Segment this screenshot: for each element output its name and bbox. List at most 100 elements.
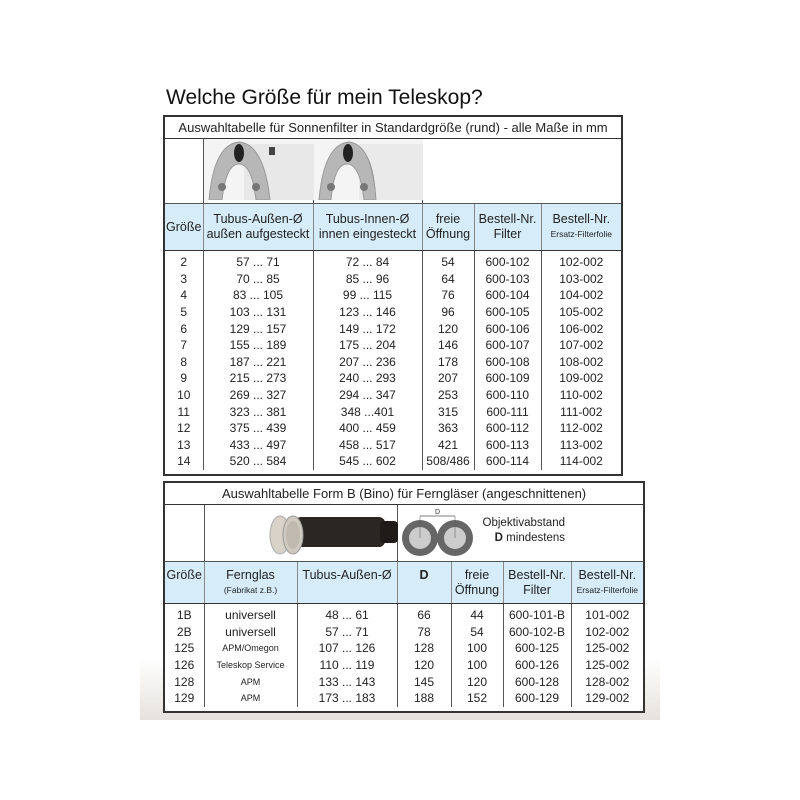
table-row: 1B universell 48 ... 61 66 44 600-101-B 101-00… — [164, 603, 644, 624]
table-cell: 128 — [164, 673, 205, 690]
table-cell: 102-002 — [559, 255, 604, 270]
table-cell: 600-129 — [503, 689, 572, 707]
table-cell: 458 ... 517 — [313, 436, 423, 454]
header-free-aperture: freie Öffnung — [422, 203, 475, 251]
header-outer-diameter: Tubus-Außen-Ø außen aufgesteckt — [203, 203, 314, 251]
table-cell: 110 ... 119 — [297, 656, 398, 674]
table-cell: 152 — [451, 689, 504, 707]
table-cell: 7 — [164, 336, 204, 354]
table-cell: 12 — [164, 419, 204, 437]
table-cell: 253 — [422, 386, 475, 404]
table-cell: 240 ... 293 — [313, 370, 423, 387]
table-cell: 126 — [164, 656, 205, 674]
table-cell: 5 — [164, 303, 204, 321]
table-cell: 129 — [164, 689, 205, 707]
table-cell: 108-002 — [559, 354, 604, 369]
table-cell: 187 ... 221 — [203, 353, 314, 371]
table-cell: 600-105 — [474, 303, 542, 321]
header-outer-diameter: Tubus-Außen-Ø — [297, 561, 398, 604]
table-cell: 3 — [164, 270, 204, 288]
table-cell: 72 ... 84 — [313, 250, 423, 271]
table-cell: 129-002 — [585, 691, 630, 706]
header-free-aperture: freie Öffnung — [451, 561, 504, 604]
table-cell: 207 ... 236 — [313, 353, 423, 371]
table-cell: 44 — [451, 603, 504, 624]
table-cell: 106-002 — [559, 321, 604, 336]
table-cell: 99 ... 115 — [313, 287, 423, 304]
table-cell: 110-002 — [559, 388, 603, 403]
table-row: 7 155 ... 189 175 ... 204 146 600-107 107-002 — [164, 336, 622, 354]
table-row: 10 269 ... 327 294 ... 347 253 600-110 110-00… — [164, 386, 622, 404]
table-cell: 48 ... 61 — [297, 603, 398, 624]
table-cell: 101-002 — [585, 608, 630, 623]
table-cell: 125-002 — [585, 658, 630, 673]
table-row: 129 APM 173 ... 183 188 152 600-129 129-002 — [164, 689, 644, 707]
table-cell: 114-002 — [559, 454, 603, 469]
table-cell: 600-128 — [503, 673, 572, 690]
table-row: 4 83 ... 105 99 ... 115 76 600-104 104-002 — [164, 287, 622, 304]
table-cell: 188 — [397, 689, 452, 707]
table-cell: 600-101-B — [503, 603, 572, 624]
table-cell: 600-103 — [474, 270, 542, 288]
table-cell: 600-102-B — [503, 623, 572, 641]
table-cell: 1B — [164, 603, 205, 624]
table-cell: 600-125 — [503, 640, 572, 657]
table-cell: APM — [204, 673, 298, 690]
table-row: 11 323 ... 381 348 ...401 315 600-111 111-002 — [164, 403, 622, 420]
table-cell: 545 ... 602 — [313, 453, 423, 470]
table-cell: 120 — [451, 673, 504, 690]
table-cell: 76 — [422, 287, 475, 304]
table-cell: 2B — [164, 623, 205, 641]
table-cell: 348 ...401 — [313, 403, 423, 420]
header-order-filter: Bestell-Nr. Filter — [474, 203, 542, 251]
table-row: 13 433 ... 497 458 ... 517 421 600-113 113-00… — [164, 436, 622, 454]
table-cell: 600-126 — [503, 656, 572, 674]
table-cell: 178 — [422, 353, 475, 371]
table-cell: 600-111 — [474, 403, 542, 420]
header-size: Größe — [164, 561, 205, 604]
table-cell: 145 — [397, 673, 452, 690]
table-cell: 11 — [164, 403, 204, 420]
table-cell: 215 ... 273 — [203, 370, 314, 387]
table-cell: 112-002 — [559, 421, 603, 436]
table-cell: 100 — [451, 656, 504, 674]
table-cell: 600-113 — [474, 436, 542, 454]
table-cell: 85 ... 96 — [313, 270, 423, 288]
table-cell: 520 ... 584 — [203, 453, 314, 470]
table-cell: 433 ... 497 — [203, 436, 314, 454]
table-cell: APM/Omegon — [204, 640, 298, 657]
table-cell: 207 — [422, 370, 475, 387]
table-row: 128 APM 133 ... 143 145 120 600-128 128-002 — [164, 673, 644, 690]
table-cell: 128 — [397, 640, 452, 657]
table-cell: 600-112 — [474, 419, 542, 437]
table-cell: 315 — [422, 403, 475, 420]
sun-filter-table: Auswahltabelle für Sonnenfilter in Stand… — [163, 115, 624, 476]
table-cell: 600-107 — [474, 336, 542, 354]
table-row: 6 129 ... 157 149 ... 172 120 600-106 106-002 — [164, 320, 622, 337]
table-cell: 600-102 — [474, 250, 542, 271]
table-cell: 66 — [397, 603, 452, 624]
table-cell: APM — [204, 689, 298, 707]
table-cell: 600-110 — [474, 386, 542, 404]
table-cell: 149 ... 172 — [313, 320, 423, 337]
table-cell: 363 — [422, 419, 475, 437]
table-row: 126 Teleskop Service 110 ... 119 120 100 600-… — [164, 656, 644, 674]
table-cell: 6 — [164, 320, 204, 337]
table-cell: 8 — [164, 353, 204, 371]
header-order-filter: Bestell-Nr. Filter — [503, 561, 572, 604]
table-cell: 102-002 — [585, 624, 630, 639]
table-cell: 600-106 — [474, 320, 542, 337]
table-cell: 111-002 — [560, 404, 603, 419]
table-cell: 100 — [451, 640, 504, 657]
table-title: Auswahltabelle Form B (Bino) für Fernglä… — [164, 482, 645, 505]
diagram-label-d: D — [434, 509, 439, 516]
table-cell: 120 — [422, 320, 475, 337]
table-cell: 600-114 — [474, 453, 542, 470]
table-cell: 375 ... 439 — [203, 419, 314, 437]
table-cell: 64 — [422, 270, 475, 288]
table-cell: 600-109 — [474, 370, 542, 387]
table-cell: 10 — [164, 386, 204, 404]
table-cell: 103 ... 131 — [203, 303, 314, 321]
table-row: 2 57 ... 71 72 ... 84 54 600-102 102-002 — [164, 250, 622, 271]
table-cell: 173 ... 183 — [297, 689, 398, 707]
